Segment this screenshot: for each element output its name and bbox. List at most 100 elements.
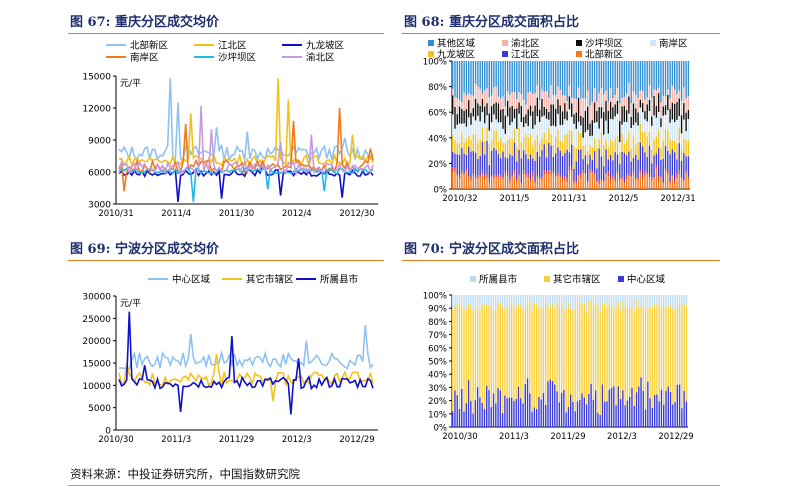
bar-segment bbox=[486, 385, 488, 427]
bar-segment bbox=[529, 154, 532, 179]
legend-label: 所属县市 bbox=[479, 274, 518, 286]
bar-segment bbox=[511, 155, 513, 176]
bar-segment bbox=[520, 183, 523, 189]
bar-segment bbox=[545, 108, 548, 119]
bar-segment bbox=[474, 61, 477, 84]
bar-segment bbox=[612, 98, 614, 108]
bar-segment bbox=[500, 158, 502, 175]
bar-segment bbox=[637, 141, 639, 160]
bar-segment bbox=[582, 61, 584, 99]
bar-segment bbox=[500, 174, 502, 177]
legend-swatch bbox=[502, 40, 508, 46]
bar-segment bbox=[563, 389, 565, 427]
bar-segment bbox=[564, 61, 566, 96]
bar-segment bbox=[495, 86, 497, 103]
bar-segment bbox=[577, 61, 580, 88]
bar-segment bbox=[632, 157, 635, 171]
bar-segment bbox=[516, 61, 518, 99]
bar-segment bbox=[522, 170, 525, 175]
bar-segment bbox=[630, 116, 632, 129]
bar-segment bbox=[597, 305, 599, 414]
bar-segment bbox=[486, 141, 488, 174]
bar-segment bbox=[625, 61, 628, 94]
bar-segment bbox=[456, 295, 458, 305]
bar-segment bbox=[674, 308, 676, 402]
bar-segment bbox=[495, 149, 497, 176]
bar-segment bbox=[527, 158, 529, 175]
bar-segment bbox=[658, 305, 660, 402]
bar-segment bbox=[635, 295, 638, 300]
bar-segment bbox=[461, 102, 463, 110]
bar-segment bbox=[564, 179, 566, 189]
bar-segment bbox=[591, 61, 593, 102]
legend-swatch bbox=[428, 51, 434, 57]
bar-segment bbox=[681, 408, 683, 427]
bar-segment bbox=[502, 143, 504, 152]
bar-segment bbox=[683, 295, 685, 304]
bar-segment bbox=[513, 169, 516, 173]
bar-segment bbox=[495, 130, 497, 150]
bar-segment bbox=[657, 87, 660, 94]
bar-segment bbox=[541, 138, 543, 151]
bar-segment bbox=[495, 61, 497, 87]
bar-segment bbox=[536, 116, 539, 135]
bar-segment bbox=[593, 137, 596, 152]
bar-segment bbox=[504, 171, 507, 174]
bar-segment bbox=[564, 118, 566, 135]
bar-segment bbox=[454, 295, 456, 305]
bar-segment bbox=[638, 307, 640, 387]
bar-segment bbox=[570, 394, 572, 427]
bar-segment bbox=[545, 171, 548, 174]
bar-segment bbox=[614, 104, 616, 117]
bar-segment bbox=[633, 405, 635, 427]
bar-segment bbox=[513, 172, 516, 189]
bar-segment bbox=[543, 132, 545, 145]
bar-segment bbox=[593, 151, 596, 174]
bar-segment bbox=[664, 105, 667, 115]
bar-segment bbox=[520, 61, 523, 95]
bar-segment bbox=[474, 83, 477, 99]
bar-segment bbox=[461, 109, 463, 124]
bar-segment bbox=[584, 155, 587, 173]
bar-segment bbox=[685, 156, 687, 172]
bar-segment bbox=[522, 309, 524, 404]
bar-segment bbox=[573, 98, 575, 115]
bar-segment bbox=[590, 301, 592, 384]
bar-segment bbox=[663, 295, 665, 305]
bar-segment bbox=[575, 183, 577, 189]
bar-segment bbox=[488, 390, 490, 427]
bar-segment bbox=[543, 61, 545, 92]
bar-segment bbox=[497, 174, 500, 177]
bar-segment bbox=[468, 93, 470, 101]
bar-segment bbox=[536, 177, 539, 189]
bar-segment bbox=[568, 85, 571, 97]
bar-segment bbox=[548, 112, 550, 120]
bar-segment bbox=[581, 304, 583, 394]
bar-segment bbox=[564, 176, 566, 180]
bar-segment bbox=[664, 129, 667, 146]
y-axis-label: 元/平 bbox=[120, 78, 141, 89]
bar-segment bbox=[676, 119, 678, 144]
bar-segment bbox=[576, 401, 579, 427]
bar-segment bbox=[680, 149, 683, 161]
bar-segment bbox=[504, 61, 507, 107]
bar-segment bbox=[676, 102, 678, 120]
bar-segment bbox=[647, 295, 649, 308]
bar-segment bbox=[506, 176, 509, 189]
bar-segment bbox=[644, 171, 646, 176]
bar-segment bbox=[625, 110, 628, 122]
bar-segment bbox=[452, 88, 454, 96]
bar-segment bbox=[518, 127, 520, 150]
bar-segment bbox=[577, 149, 580, 175]
bar-segment bbox=[594, 295, 597, 304]
bar-segment bbox=[525, 104, 527, 115]
bar-segment bbox=[683, 180, 685, 181]
x-tick-label: 2010/31 bbox=[98, 209, 133, 219]
y-tick-label: 0 bbox=[105, 427, 111, 437]
bar-segment bbox=[644, 295, 647, 308]
bar-segment bbox=[490, 407, 492, 427]
bar-segment bbox=[641, 103, 644, 113]
bar-segment bbox=[524, 307, 526, 385]
bar-segment bbox=[452, 114, 454, 135]
bar-segment bbox=[533, 407, 536, 427]
